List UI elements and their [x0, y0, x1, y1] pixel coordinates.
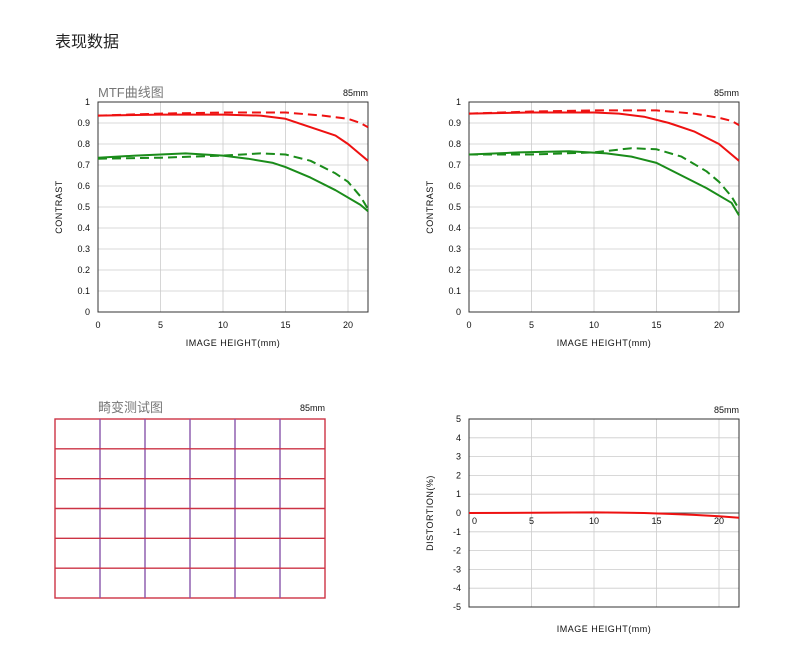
y-tick-label: 0.6 [77, 181, 90, 191]
plot-frame [97, 101, 369, 313]
y-tick-label: 0.6 [448, 181, 461, 191]
y-tick-label: 1 [456, 489, 461, 499]
y-tick-label: 0.1 [77, 286, 90, 296]
red-dashed-series-line [97, 111, 369, 129]
red-dashed-series-line [468, 109, 740, 126]
y-tick-label: 0.3 [448, 244, 461, 254]
x-tick-label: 20 [714, 516, 724, 526]
y-tick-label: 0.5 [77, 202, 90, 212]
y-axis-title: CONTRAST [425, 180, 435, 234]
y-tick-label: 0.3 [77, 244, 90, 254]
x-tick-label: 0 [95, 320, 100, 330]
x-axis-title: IMAGE HEIGHT(mm) [557, 624, 652, 634]
green-dashed-series-line [469, 147, 740, 210]
lens-focal-label: 85mm [343, 88, 368, 98]
green-solid-series-line [97, 152, 369, 212]
y-tick-label: -3 [453, 564, 461, 574]
red-solid-series-line [468, 111, 740, 162]
distortion-grid-caption: 畸变测试图 [98, 400, 164, 415]
y-tick-label: -4 [453, 583, 461, 593]
y-tick-label: 3 [456, 452, 461, 462]
y-axis-title: DISTORTION(%) [425, 475, 435, 551]
mtf-chart-caption: MTF曲线图 [98, 85, 164, 100]
x-tick-label: 15 [280, 320, 290, 330]
x-tick-label: 20 [714, 320, 724, 330]
x-tick-label: 20 [343, 320, 353, 330]
x-tick-label: 10 [218, 320, 228, 330]
y-tick-label: 0.7 [77, 160, 90, 170]
lens-focal-label: 85mm [714, 88, 739, 98]
y-tick-label: 0 [456, 307, 461, 317]
lens-focal-label: 85mm [714, 405, 739, 415]
y-tick-label: 4 [456, 433, 461, 443]
y-tick-label: 0.9 [77, 118, 90, 128]
x-tick-label: 0 [472, 516, 477, 526]
x-tick-label: 10 [589, 516, 599, 526]
red-solid-series-line [468, 511, 740, 519]
y-tick-label: 1 [456, 97, 461, 107]
y-tick-label: 0.2 [448, 265, 461, 275]
x-tick-label: 5 [158, 320, 163, 330]
x-tick-label: 15 [651, 516, 661, 526]
y-tick-label: 0.5 [448, 202, 461, 212]
x-tick-label: 5 [529, 320, 534, 330]
x-tick-label: 0 [466, 320, 471, 330]
x-tick-label: 5 [529, 516, 534, 526]
y-tick-label: 0.4 [77, 223, 90, 233]
x-axis-title: IMAGE HEIGHT(mm) [186, 338, 281, 348]
x-tick-label: 15 [651, 320, 661, 330]
y-tick-label: 0.2 [77, 265, 90, 275]
y-tick-label: -2 [453, 546, 461, 556]
y-tick-label: 1 [85, 97, 90, 107]
green-solid-series-line [468, 150, 740, 216]
page-title: 表现数据 [55, 34, 120, 51]
y-tick-label: -5 [453, 602, 461, 612]
plot-frame [468, 101, 740, 313]
y-tick-label: 0.8 [77, 139, 90, 149]
y-tick-label: 0 [85, 307, 90, 317]
y-tick-label: 0.8 [448, 139, 461, 149]
y-tick-label: 5 [456, 414, 461, 424]
y-tick-label: 0 [456, 508, 461, 518]
y-tick-label: 0.4 [448, 223, 461, 233]
red-solid-series-line [97, 113, 369, 162]
y-tick-label: 2 [456, 470, 461, 480]
y-tick-label: -1 [453, 527, 461, 537]
y-tick-label: 0.1 [448, 286, 461, 296]
x-axis-title: IMAGE HEIGHT(mm) [557, 338, 652, 348]
y-tick-label: 0.9 [448, 118, 461, 128]
green-dashed-series-line [97, 152, 369, 210]
y-tick-label: 0.7 [448, 160, 461, 170]
x-tick-label: 10 [589, 320, 599, 330]
y-axis-title: CONTRAST [54, 180, 64, 234]
lens-focal-label: 85mm [300, 403, 325, 413]
